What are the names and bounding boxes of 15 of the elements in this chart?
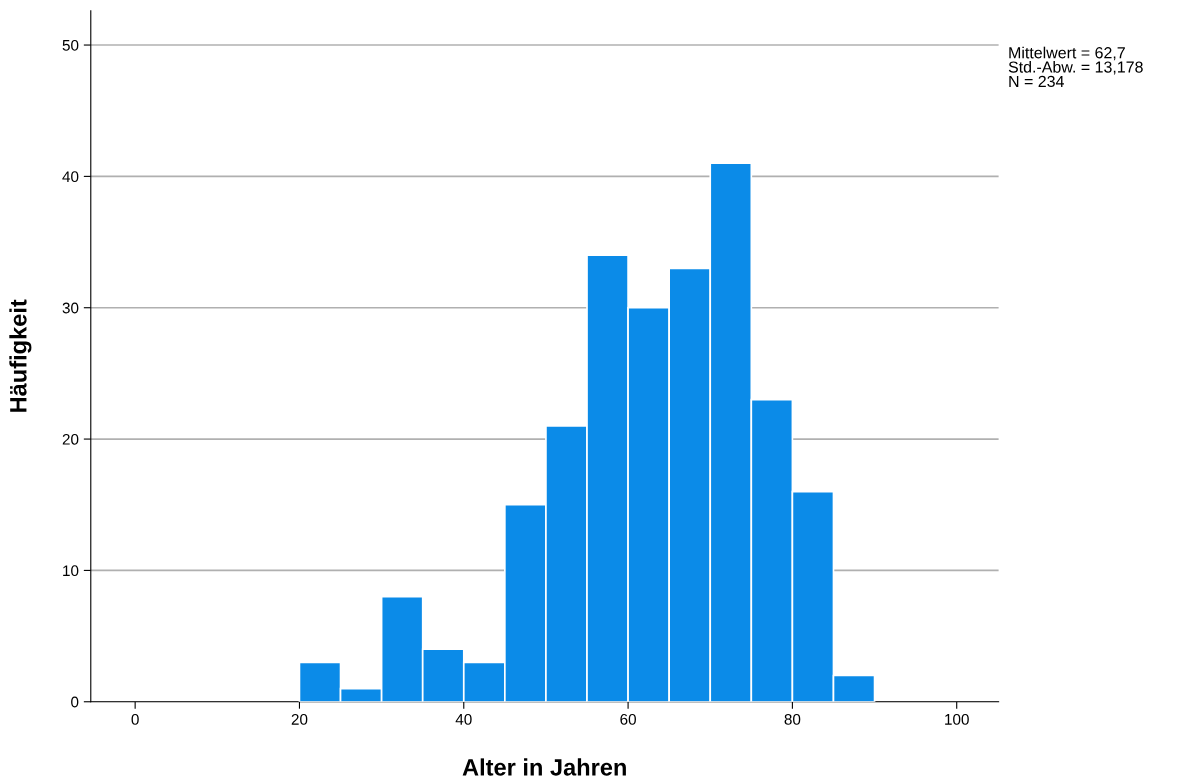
x-tick-label: 40 <box>455 713 472 725</box>
x-tick-label: 100 <box>945 713 969 725</box>
y-tick-label: 0 <box>71 696 79 708</box>
y-tick-label: 20 <box>62 433 79 445</box>
x-tick-label: 60 <box>620 713 636 725</box>
x-tick-label: 0 <box>131 713 139 725</box>
x-tick-label: 20 <box>291 713 308 725</box>
text: Mittelwert = 62,7 Std.-Abw. = 13,178 N = 234 <box>1008 46 1143 88</box>
x-tick-label: 80 <box>784 713 801 725</box>
y-axis-title: Häufigkeit <box>9 299 32 412</box>
y-tick-label: 50 <box>62 39 79 51</box>
y-tick-label: 10 <box>63 565 79 577</box>
y-tick-label: 40 <box>62 171 79 183</box>
x-axis-title: Alter in Jahren <box>462 758 626 776</box>
y-tick-label: 30 <box>62 302 79 314</box>
